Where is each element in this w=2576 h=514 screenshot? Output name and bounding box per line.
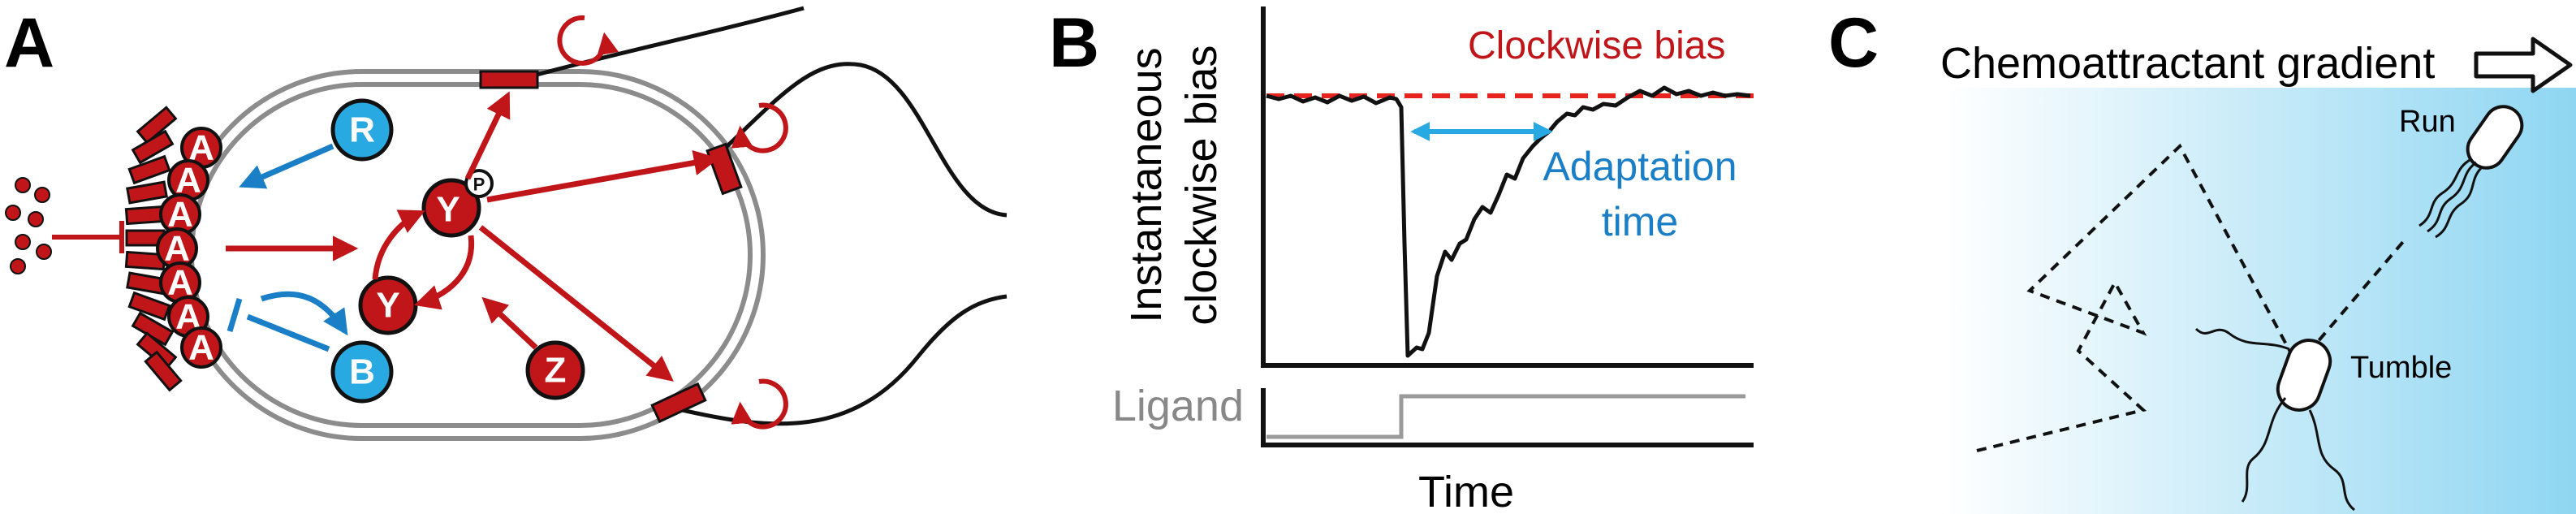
cheR-circle — [330, 98, 394, 162]
phosphate-label: P — [473, 175, 485, 195]
yp-to-motor-top-arrow — [464, 91, 511, 180]
rotation-arrow-top — [557, 15, 619, 66]
panel-b: B Instantaneous clockwise bias Clockwise… — [1049, 4, 1754, 514]
panel-c-letter: C — [1828, 4, 1879, 82]
ligand-label: Ligand — [1112, 382, 1244, 430]
cheB-activation-arrow — [260, 291, 348, 336]
receptor-array — [124, 106, 183, 392]
xlabel: Time — [1418, 468, 1514, 514]
yp-to-motor-bottom-arrow — [478, 225, 674, 382]
motors — [479, 70, 743, 424]
motor-right — [705, 142, 743, 196]
run-label: Run — [2399, 105, 2456, 139]
flagellum-right — [717, 62, 1008, 218]
cheZ-arrow — [481, 296, 538, 350]
flagellum-top — [527, 6, 805, 80]
cheB-label: B — [349, 352, 375, 392]
cheR-arrow — [239, 143, 334, 189]
yp-to-motor-right-arrow — [486, 149, 720, 203]
ylabel-line1: Instantaneous — [1122, 47, 1171, 322]
motor-top — [479, 70, 539, 89]
phosphate-circle — [464, 169, 494, 198]
cheYp-circle — [421, 178, 481, 238]
ligand-axes — [1261, 388, 1754, 447]
cheB-inhibition — [227, 297, 330, 352]
cheR-label: R — [349, 110, 375, 150]
cheY-label: Y — [376, 286, 399, 326]
y-phosphorylation-arrow — [372, 209, 425, 280]
rotation-arrow-right — [731, 102, 788, 153]
kinase-a-label: A — [188, 328, 214, 368]
panel-c: C Chemoattractant gradient Tumble Run — [1828, 4, 2576, 514]
gradient-arrow — [2474, 37, 2573, 93]
reference-bias-label: Clockwise bias — [1468, 24, 1725, 67]
tumble-label: Tumble — [2350, 351, 2452, 385]
adaptation-label-line2: time — [1602, 199, 1678, 244]
panel-a-letter: A — [4, 4, 54, 82]
adaptation-label-line1: Adaptation — [1543, 144, 1737, 189]
panel-b-letter: B — [1049, 4, 1099, 82]
bias-trace — [1266, 85, 1751, 358]
cheZ-label: Z — [545, 351, 567, 391]
random-walk-path — [1976, 143, 2409, 452]
cheYp-label: Y — [436, 190, 460, 230]
motor-bottom — [650, 382, 707, 424]
bias-axes — [1261, 6, 1754, 368]
tumbling-bacterium — [2194, 327, 2356, 512]
running-bacterium — [2419, 105, 2524, 239]
cheZ-circle — [525, 340, 585, 400]
kinase-a-cluster: A A A A A A A — [156, 127, 222, 369]
ligand-step — [1266, 394, 1745, 439]
rotation-arrows — [557, 15, 788, 430]
ligand-dots — [5, 177, 52, 274]
panel-a: A — [4, 4, 1008, 441]
gradient-label: Chemoattractant gradient — [1940, 39, 2435, 88]
ligand-inhibition — [52, 221, 124, 253]
yp-dephosphorylation-arrow — [413, 235, 475, 310]
ylabel-line2: clockwise bias — [1177, 45, 1226, 325]
rotation-arrow-bottom — [731, 378, 788, 430]
cheB-circle — [330, 340, 394, 404]
